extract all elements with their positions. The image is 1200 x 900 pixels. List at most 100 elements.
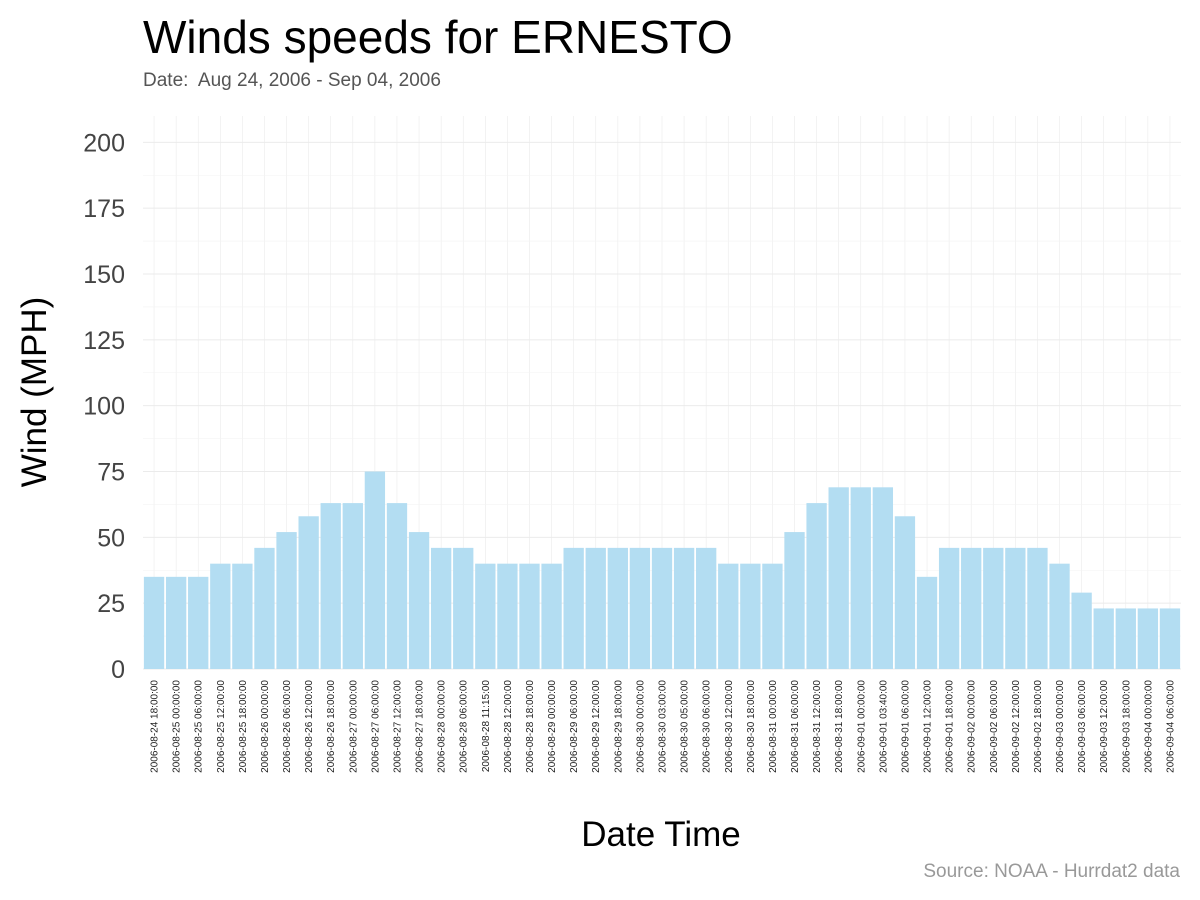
y-tick-label: 0 bbox=[111, 656, 125, 684]
x-tick-label: 2006-08-26 06:00:00 bbox=[282, 680, 293, 773]
bar bbox=[453, 547, 474, 669]
bar bbox=[210, 563, 231, 669]
bar bbox=[872, 487, 894, 669]
x-tick-label: 2006-08-31 06:00:00 bbox=[790, 680, 801, 773]
bar bbox=[718, 563, 739, 669]
source-caption: Source: NOAA - Hurrdat2 data bbox=[923, 861, 1180, 882]
bar bbox=[475, 563, 496, 669]
y-tick-label: 175 bbox=[83, 195, 125, 223]
bar bbox=[254, 547, 275, 669]
bar bbox=[673, 547, 695, 669]
x-tick-label: 2006-08-27 00:00:00 bbox=[348, 680, 359, 773]
x-tick-label: 2006-08-25 06:00:00 bbox=[194, 680, 205, 773]
chart-subtitle: Date: Aug 24, 2006 - Sep 04, 2006 bbox=[143, 70, 441, 91]
bar bbox=[232, 563, 253, 669]
chart-title: Winds speeds for ERNESTO bbox=[143, 11, 733, 63]
bar bbox=[1115, 608, 1136, 669]
y-tick-label: 50 bbox=[97, 524, 125, 552]
y-tick-label: 200 bbox=[83, 129, 125, 157]
bar bbox=[1049, 563, 1070, 669]
x-tick-label: 2006-09-01 06:00:00 bbox=[900, 680, 911, 773]
bar bbox=[961, 547, 982, 669]
x-tick-label: 2006-08-24 18:00:00 bbox=[150, 680, 161, 773]
x-tick-label: 2006-08-30 06:00:00 bbox=[702, 680, 713, 773]
bar bbox=[408, 532, 430, 669]
x-tick-label: 2006-09-02 12:00:00 bbox=[1011, 680, 1022, 773]
x-tick-label: 2006-09-03 06:00:00 bbox=[1077, 680, 1088, 773]
x-tick-label: 2006-09-01 03:40:00 bbox=[878, 680, 889, 773]
x-tick-label: 2006-08-25 18:00:00 bbox=[238, 680, 249, 773]
x-tick-label: 2006-09-02 18:00:00 bbox=[1033, 680, 1044, 773]
x-tick-label: 2006-08-28 06:00:00 bbox=[459, 680, 470, 773]
bar bbox=[276, 532, 297, 669]
x-tick-label: 2006-08-26 12:00:00 bbox=[304, 680, 315, 773]
bar bbox=[1159, 608, 1181, 669]
bar bbox=[165, 576, 187, 669]
bar bbox=[563, 547, 584, 669]
x-tick-label: 2006-08-30 00:00:00 bbox=[635, 680, 646, 773]
y-tick-label: 25 bbox=[97, 590, 125, 618]
bar bbox=[298, 516, 319, 669]
x-tick-label: 2006-08-29 06:00:00 bbox=[569, 680, 580, 773]
x-tick-label: 2006-08-31 12:00:00 bbox=[812, 680, 823, 773]
x-tick-label: 2006-09-03 12:00:00 bbox=[1099, 680, 1110, 773]
bar bbox=[828, 487, 849, 669]
bar bbox=[850, 487, 871, 669]
x-axis-label: Date Time bbox=[581, 815, 741, 854]
y-tick-label: 75 bbox=[97, 459, 125, 487]
bar bbox=[1137, 608, 1159, 669]
x-tick-label: 2006-08-30 05:00:00 bbox=[680, 680, 691, 773]
x-tick-label: 2006-08-31 00:00:00 bbox=[768, 680, 779, 773]
bar bbox=[983, 547, 1004, 669]
x-tick-label: 2006-08-27 06:00:00 bbox=[370, 680, 381, 773]
bar bbox=[762, 563, 783, 669]
bar bbox=[541, 563, 562, 669]
x-tick-label: 2006-09-01 18:00:00 bbox=[945, 680, 956, 773]
bar bbox=[916, 576, 938, 669]
x-tick-label: 2006-09-03 18:00:00 bbox=[1121, 680, 1132, 773]
bar bbox=[519, 563, 540, 669]
bar bbox=[651, 547, 673, 669]
x-tick-label: 2006-08-27 12:00:00 bbox=[392, 680, 403, 773]
x-tick-label: 2006-08-29 12:00:00 bbox=[591, 680, 602, 773]
x-tick-label: 2006-08-29 00:00:00 bbox=[547, 680, 558, 773]
x-tick-label: 2006-08-26 00:00:00 bbox=[260, 680, 271, 773]
x-tick-label: 2006-08-30 12:00:00 bbox=[724, 680, 735, 773]
x-tick-label: 2006-08-26 18:00:00 bbox=[326, 680, 337, 773]
bar bbox=[497, 563, 518, 669]
bar bbox=[894, 516, 916, 669]
bar bbox=[696, 547, 717, 669]
bar bbox=[1093, 608, 1114, 669]
chart-bars bbox=[143, 471, 1181, 669]
bar bbox=[364, 471, 386, 669]
bar bbox=[607, 547, 628, 669]
x-tick-label: 2006-09-04 00:00:00 bbox=[1143, 680, 1154, 773]
x-tick-label: 2006-08-28 00:00:00 bbox=[437, 680, 448, 773]
bar bbox=[386, 503, 408, 669]
bar bbox=[740, 563, 761, 669]
bar bbox=[188, 576, 209, 669]
bar bbox=[342, 503, 363, 669]
x-tick-label: 2006-08-25 12:00:00 bbox=[216, 680, 227, 773]
y-axis-label: Wind (MPH) bbox=[15, 296, 54, 488]
x-tick-label: 2006-09-01 00:00:00 bbox=[856, 680, 867, 773]
x-tick-label: 2006-09-02 06:00:00 bbox=[989, 680, 1000, 773]
bar bbox=[1027, 547, 1048, 669]
x-tick-label: 2006-08-25 00:00:00 bbox=[172, 680, 183, 773]
x-tick-label: 2006-08-31 18:00:00 bbox=[834, 680, 845, 773]
x-tick-label: 2006-08-27 18:00:00 bbox=[415, 680, 426, 773]
bar bbox=[938, 547, 960, 669]
y-tick-label: 125 bbox=[83, 327, 125, 355]
bar bbox=[1005, 547, 1026, 669]
y-tick-label: 100 bbox=[83, 393, 125, 421]
x-tick-label: 2006-08-29 18:00:00 bbox=[613, 680, 624, 773]
x-tick-label: 2006-09-02 00:00:00 bbox=[967, 680, 978, 773]
x-tick-label: 2006-08-28 12:00:00 bbox=[503, 680, 514, 773]
bar bbox=[806, 503, 827, 669]
bar bbox=[585, 547, 606, 669]
x-tick-label: 2006-08-28 18:00:00 bbox=[525, 680, 536, 773]
x-tick-label: 2006-09-01 12:00:00 bbox=[923, 680, 934, 773]
bar bbox=[320, 503, 341, 669]
bar bbox=[629, 547, 651, 669]
